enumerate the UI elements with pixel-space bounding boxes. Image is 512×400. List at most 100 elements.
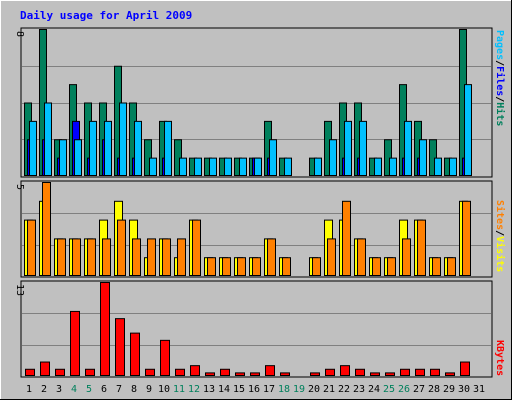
bar-pages-day-20 (314, 157, 322, 176)
x-tick-label-day-15: 15 (233, 384, 245, 395)
bar-sites-day-9 (147, 238, 156, 276)
bar-pages-day-2 (44, 102, 52, 176)
bar-sites-day-27 (417, 219, 426, 277)
legend-files: Files (494, 66, 506, 96)
bar-sites-day-5 (87, 238, 96, 276)
x-tick-label-day-10: 10 (158, 384, 170, 395)
bar-pages-day-3 (59, 139, 67, 176)
bar-pages-day-15 (239, 157, 247, 176)
bar-kbytes-day-27 (415, 368, 425, 376)
bar-pages-day-25 (389, 157, 397, 176)
bar-sites-day-30 (462, 200, 471, 276)
bar-pages-day-27 (419, 139, 427, 176)
bar-sites-day-2 (42, 182, 51, 276)
x-axis-day-labels: 1 2 3 4 5 6 7 8 9 10 11 12 13 14 15 16 17 18 19 20 21 22 23 24 2… (26, 384, 485, 395)
bar-sites-day-25 (387, 257, 396, 277)
bar-kbytes-day-17 (265, 365, 275, 376)
bar-pages-day-9 (149, 157, 157, 176)
bar-kbytes-day-22 (340, 365, 350, 376)
bar-sites-day-21 (327, 238, 336, 276)
bar-pages-day-6 (104, 120, 112, 176)
bar-pages-day-1 (29, 120, 37, 176)
bar-kbytes-day-3 (55, 368, 65, 376)
bar-pages-day-7 (119, 102, 127, 176)
bar-pages-day-17 (269, 139, 277, 176)
bar-pages-day-28 (434, 157, 442, 176)
bar-sites-day-17 (267, 238, 276, 276)
bar-marks (24, 29, 472, 377)
legend-sep-3: / (494, 230, 505, 236)
legend-kbytes-label: KBytes (494, 340, 505, 376)
bar-sites-day-3 (57, 238, 66, 276)
x-tick-label-day-6: 6 (101, 384, 107, 395)
x-tick-label-day-3: 3 (56, 384, 62, 395)
bar-sites-day-14 (222, 257, 231, 277)
x-tick-label-day-31: 31 (473, 384, 485, 395)
bar-kbytes-day-4 (70, 310, 80, 376)
bar-kbytes-day-1 (25, 368, 35, 376)
panel3-ymax-label: 13 (14, 284, 25, 296)
x-tick-label-day-2: 2 (41, 384, 47, 395)
bar-pages-day-30 (464, 84, 472, 176)
bar-kbytes-day-9 (145, 368, 155, 376)
bar-kbytes-day-7 (115, 318, 125, 376)
x-tick-label-day-7: 7 (116, 384, 122, 395)
bar-pages-day-12 (194, 157, 202, 176)
x-tick-label-day-8: 8 (131, 384, 137, 395)
bar-pages-day-13 (209, 157, 217, 176)
bar-sites-day-22 (342, 200, 351, 276)
legend-hits: Hits (494, 102, 506, 126)
x-tick-label-day-12: 12 (188, 384, 200, 395)
bar-pages-day-16 (254, 157, 262, 176)
x-tick-label-day-20: 20 (308, 384, 320, 395)
bar-sites-day-13 (207, 257, 216, 277)
legend-hits-files-pages: Pages/Files/Hits (494, 30, 506, 126)
x-tick-label-day-11: 11 (173, 384, 185, 395)
legend-pages: Pages (494, 30, 505, 60)
bar-kbytes-day-5 (85, 368, 95, 376)
legend-sites-visits: Sites/Visits (494, 200, 506, 272)
bar-kbytes-day-6 (100, 282, 110, 376)
bar-pages-day-24 (374, 157, 382, 176)
bar-pages-day-26 (404, 120, 412, 176)
legend-sep-2: / (494, 96, 505, 102)
bar-sites-day-16 (252, 257, 261, 277)
bar-sites-day-7 (117, 219, 126, 277)
bar-sites-day-20 (312, 257, 321, 277)
bar-kbytes-day-26 (400, 368, 410, 376)
bar-pages-day-5 (89, 120, 97, 176)
x-tick-label-day-28: 28 (428, 384, 440, 395)
x-tick-label-day-21: 21 (323, 384, 335, 395)
panel2-ymax-label: 5 (14, 184, 25, 190)
bar-sites-day-26 (402, 238, 411, 276)
bar-pages-day-21 (329, 139, 337, 176)
legend-visits: Visits (494, 236, 506, 272)
bar-sites-day-6 (102, 238, 111, 276)
x-tick-label-day-19: 19 (293, 384, 305, 395)
x-tick-label-day-18: 18 (278, 384, 290, 395)
bar-sites-day-23 (357, 238, 366, 276)
bar-kbytes-day-10 (160, 339, 170, 377)
bar-kbytes-day-2 (40, 361, 50, 376)
bar-kbytes-day-16 (250, 372, 260, 376)
x-tick-label-day-30: 30 (458, 384, 470, 395)
legend-sites: Sites (494, 200, 506, 230)
legend-sep-1: / (494, 60, 505, 66)
bar-sites-day-15 (237, 257, 246, 277)
bar-sites-day-29 (447, 257, 456, 277)
bar-pages-day-18 (284, 157, 292, 176)
bar-sites-day-1 (27, 219, 36, 277)
x-tick-label-day-13: 13 (203, 384, 215, 395)
bar-pages-day-23 (359, 120, 367, 176)
bar-kbytes-day-14 (220, 368, 230, 376)
x-tick-label-day-17: 17 (263, 384, 275, 395)
x-tick-label-day-14: 14 (218, 384, 230, 395)
x-tick-label-day-16: 16 (248, 384, 260, 395)
x-tick-label-day-5: 5 (86, 384, 92, 395)
panel1-ymax-label: 8 (14, 31, 25, 37)
bar-pages-day-22 (344, 120, 352, 176)
bar-sites-day-24 (372, 257, 381, 277)
bar-kbytes-day-15 (235, 372, 245, 376)
